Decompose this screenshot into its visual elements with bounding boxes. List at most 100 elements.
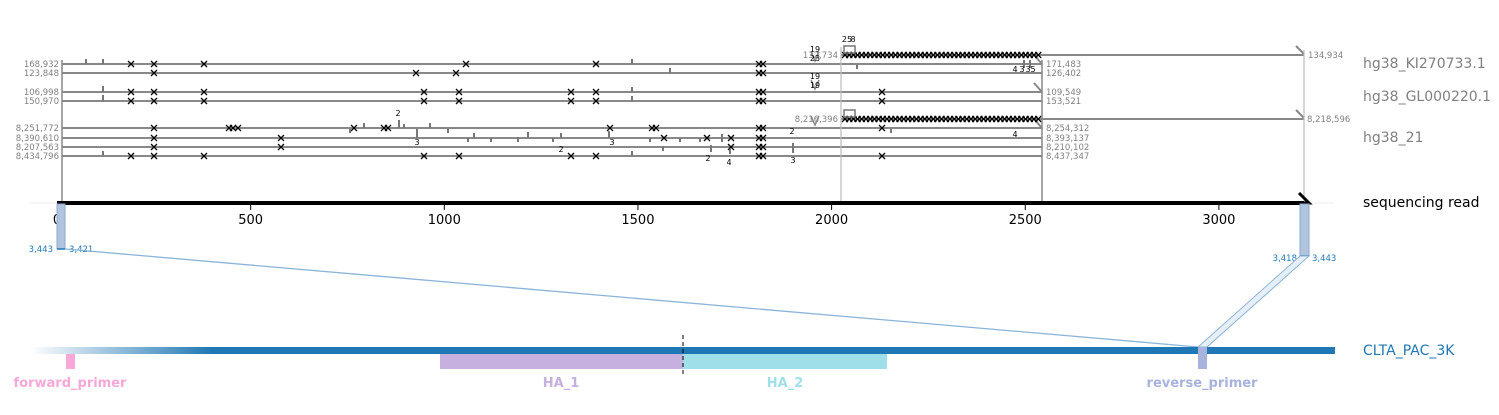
ref-label-ki270733: hg38_KI270733.1 (1363, 56, 1486, 72)
feature-reverse-primer (1198, 347, 1207, 369)
mismatch-x (384, 124, 392, 132)
annotation-number: 2 (395, 109, 400, 118)
mismatch-x (462, 60, 470, 68)
coord-right: 171,483 (1046, 60, 1081, 70)
mismatch-x (150, 143, 158, 151)
reference-alignments (62, 45, 1305, 157)
coord-right: 8,437,347 (1046, 152, 1089, 162)
coord-left: 8,207,563 (16, 143, 59, 153)
feature-ha-1 (440, 354, 683, 369)
annotation-number: 3 (609, 138, 614, 147)
mismatch-x (592, 97, 600, 105)
alignment-end-hook (1295, 109, 1305, 119)
mismatch-x (150, 97, 158, 105)
annotation-number: 4 (726, 158, 731, 167)
coord-right: 8,393,137 (1046, 134, 1089, 144)
left-end-coord-a: 3,443 (29, 245, 53, 255)
mismatch-x (452, 69, 460, 77)
mismatch-x (592, 60, 600, 68)
axis-tick-label: 2000 (815, 213, 848, 228)
mismatch-x (150, 134, 158, 142)
mismatch-x (200, 152, 208, 160)
chevron-mark (810, 79, 820, 91)
mismatch-x (759, 69, 767, 77)
mismatch-x (759, 60, 767, 68)
coord-right: 109,549 (1046, 88, 1081, 98)
coord-left: 8,390,610 (16, 134, 59, 144)
mismatch-x (567, 152, 575, 160)
annotation-number: 19 (810, 45, 820, 54)
feature-ha-2 (683, 354, 887, 369)
mismatch-x (592, 152, 600, 160)
mismatch-x (455, 97, 463, 105)
mismatch-x (878, 88, 886, 96)
mismatch-x (150, 69, 158, 77)
mismatch-x (420, 152, 428, 160)
coord-left: 150,970 (24, 97, 59, 107)
annotation-number: 19 (810, 72, 820, 81)
annotation-numbers: 19 23 19 19 25 8 2 3 2 3 2 4 3 4 2 3 3 4… (395, 35, 1035, 167)
annotation-number: 3 (1019, 65, 1024, 74)
right-end-connector (1196, 255, 1311, 348)
annotation-number: 19 (810, 81, 820, 90)
mismatch-x (234, 124, 242, 132)
mismatch-markers (85, 45, 1042, 160)
ref-label-gl000220: hg38_GL000220.1 (1363, 89, 1491, 105)
alignment-end-hook (1033, 82, 1043, 93)
deletion-box (843, 109, 856, 118)
mismatch-x (127, 60, 135, 68)
mismatch-x (229, 124, 237, 132)
mismatch-x (759, 143, 767, 151)
feature-forward-primer (66, 354, 75, 369)
mismatch-x (277, 134, 285, 142)
mismatch-x (455, 88, 463, 96)
mismatch-x (127, 152, 135, 160)
mismatch-x (878, 152, 886, 160)
feature-label-ha-1: HA_1 (543, 376, 580, 391)
ref-label-hg38-21: hg38_21 (1363, 130, 1423, 146)
read-left-end-box (56, 203, 66, 250)
axis-tick-label: 3000 (1202, 213, 1235, 228)
right-end-coord-b: 3,443 (1312, 254, 1336, 264)
coord-right: 126,402 (1046, 69, 1081, 79)
axis-tick-label: 2500 (1009, 213, 1042, 228)
annotation-number: 2 (789, 127, 794, 136)
mismatch-x (759, 152, 767, 160)
annotation-number: 3 (1025, 65, 1030, 74)
annotation-number: 3 (790, 156, 795, 165)
annotation-number: 25 (842, 35, 852, 44)
coord-left: 106,998 (24, 88, 59, 98)
annotation-number: 5 (1030, 65, 1035, 74)
coord-left: 8,434,796 (16, 152, 59, 162)
mismatch-x (150, 88, 158, 96)
mismatch-x (606, 124, 614, 132)
read-arrowhead (1297, 191, 1313, 205)
mismatch-x (759, 97, 767, 105)
mismatch-x (420, 97, 428, 105)
reference-coordinates: 168,932 171,483 123,848 126,402 132,734 … (16, 51, 1351, 162)
feature-label-forward-primer: forward_primer (14, 376, 128, 391)
axis-tick-label: 1000 (428, 213, 461, 228)
mismatch-x (567, 97, 575, 105)
mismatch-x (759, 88, 767, 96)
coord-right-extended: 8,218,596 (1307, 115, 1350, 125)
alignment-end-hook (1295, 45, 1305, 55)
feature-label-reverse-primer: reverse_primer (1147, 376, 1259, 391)
coord-left: 123,848 (24, 69, 59, 79)
annotation-number: 23 (810, 54, 820, 63)
annotation-number: 2 (558, 145, 563, 154)
annotation-number: 8 (850, 35, 855, 44)
mismatch-x (150, 124, 158, 132)
coord-right-extended: 134,934 (1308, 51, 1343, 61)
annotation-number: 2 (705, 154, 710, 163)
mismatch-x (200, 88, 208, 96)
mismatch-x (150, 152, 158, 160)
mismatch-x (703, 134, 711, 142)
annotation-number: 4 (1012, 130, 1017, 139)
read-axis-ticks: 050010001500200025003000 (53, 205, 1235, 228)
deletion-box (843, 45, 856, 54)
coord-left-extended: 8,216,396 (795, 115, 838, 125)
read-label: sequencing read (1363, 195, 1479, 211)
axis-tick-label: 500 (238, 213, 263, 228)
